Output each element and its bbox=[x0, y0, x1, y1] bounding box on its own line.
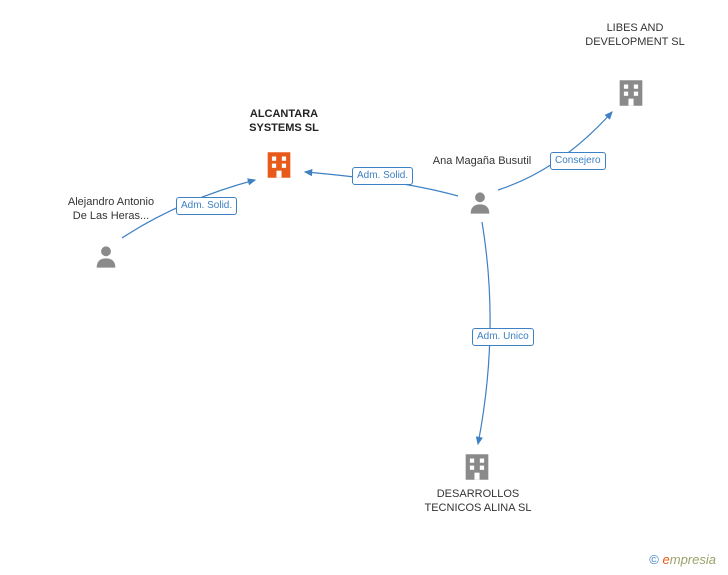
node-label-alcantara: ALCANTARA SYSTEMS SL bbox=[234, 108, 334, 136]
person-icon bbox=[466, 188, 494, 221]
edge-label: Adm. Solid. bbox=[352, 167, 413, 185]
edge-label: Adm. Unico bbox=[472, 328, 534, 346]
diagram-canvas: ALCANTARA SYSTEMS SL LIBES AND DEVELOPME… bbox=[0, 0, 728, 575]
node-label-alejandro: Alejandro Antonio De Las Heras... bbox=[66, 196, 156, 224]
brand-name: empresia bbox=[663, 552, 716, 567]
edge-label: Consejero bbox=[550, 152, 606, 170]
building-icon bbox=[262, 148, 296, 187]
edge-ana-to-libes bbox=[498, 112, 612, 190]
node-label-libes: LIBES AND DEVELOPMENT SL bbox=[580, 22, 690, 50]
building-icon bbox=[460, 450, 494, 489]
person-icon bbox=[92, 242, 120, 275]
edge-label: Adm. Solid. bbox=[176, 197, 237, 215]
building-icon bbox=[614, 76, 648, 115]
node-label-ana: Ana Magaña Busutil bbox=[432, 155, 532, 169]
copyright: © empresia bbox=[649, 552, 716, 567]
copyright-symbol: © bbox=[649, 552, 659, 567]
node-label-desarrollos: DESARROLLOS TECNICOS ALINA SL bbox=[418, 488, 538, 516]
